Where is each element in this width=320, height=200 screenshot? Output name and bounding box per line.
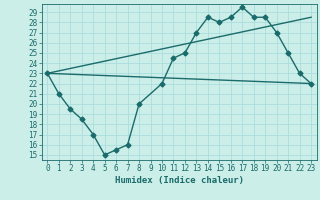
X-axis label: Humidex (Indice chaleur): Humidex (Indice chaleur) bbox=[115, 176, 244, 185]
